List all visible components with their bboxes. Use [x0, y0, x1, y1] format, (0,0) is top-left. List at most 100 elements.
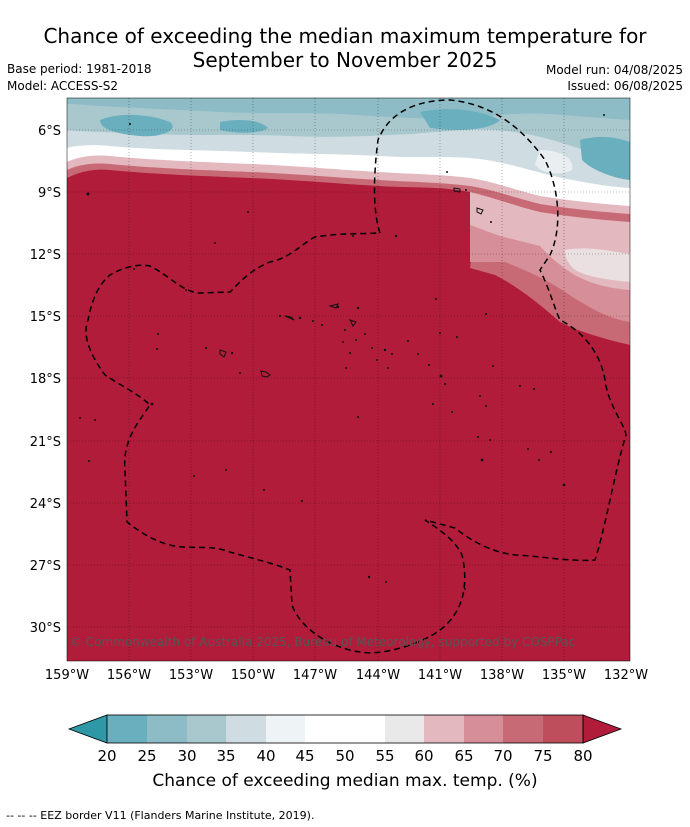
atoll-dot — [225, 469, 227, 471]
atoll-dot — [428, 364, 430, 366]
atoll-dot — [562, 483, 566, 487]
atoll-dot — [94, 419, 96, 421]
atoll-dot — [456, 336, 458, 338]
colorbar-tick: 55 — [375, 747, 394, 765]
atoll-dot — [239, 372, 241, 374]
colorbar-swatch — [107, 715, 147, 743]
colorbar-tick: 70 — [493, 747, 512, 765]
atoll-dot — [387, 367, 389, 369]
atoll-dot — [312, 320, 314, 322]
colorbar-swatch — [226, 715, 266, 743]
lat-label: 12°S — [30, 248, 61, 263]
atoll-dot — [88, 460, 90, 462]
atoll-dot — [214, 242, 216, 244]
atoll-dot — [79, 417, 81, 419]
atoll-dot — [367, 575, 371, 579]
colorbar-swatch — [345, 715, 385, 743]
map-title-line-2: September to November 2025 — [192, 48, 498, 72]
atoll-dot — [336, 305, 340, 309]
atoll-dot — [150, 402, 154, 406]
lon-label: 147°W — [293, 668, 337, 683]
atoll-dot — [371, 347, 373, 349]
colorbar-tick: 20 — [97, 747, 116, 765]
colorbar-swatch — [424, 715, 464, 743]
atoll-dot — [446, 171, 448, 173]
island-marquesas-1 — [453, 187, 461, 193]
atoll-dot — [533, 388, 535, 390]
lon-label: 156°W — [107, 668, 151, 683]
lon-label: 132°W — [604, 668, 648, 683]
atoll-dot — [451, 411, 453, 413]
lon-label: 153°W — [169, 668, 213, 683]
colorbar-tick: 40 — [256, 747, 275, 765]
colorbar-min-arrow — [67, 714, 108, 744]
lon-label: 159°W — [45, 668, 89, 683]
atoll-dot — [185, 289, 187, 291]
field-patch-north — [420, 109, 500, 130]
colorbar-title: Chance of exceeding median max. temp. (%… — [152, 771, 538, 791]
atoll-dot — [321, 324, 323, 326]
atoll-dot — [205, 347, 207, 349]
atoll-dot — [376, 359, 378, 361]
lat-label: 27°S — [30, 559, 61, 574]
colorbar-swatch — [187, 715, 226, 743]
atoll-dot — [489, 439, 491, 441]
atoll-dot — [464, 588, 466, 590]
atoll-dot — [129, 123, 131, 125]
atoll-dot — [465, 189, 467, 191]
atoll-dot — [344, 329, 346, 331]
atoll-dot — [394, 234, 398, 238]
atoll-dot — [383, 348, 387, 352]
atoll-dot — [357, 416, 359, 418]
lon-label: 135°W — [542, 668, 586, 683]
colorbar-tick: 30 — [177, 747, 196, 765]
island-tahiti — [260, 370, 271, 378]
atoll-dot — [549, 450, 553, 454]
colorbar-swatch — [305, 715, 345, 743]
atoll-dot — [485, 405, 487, 407]
colorbar-swatch — [503, 715, 543, 743]
colorbar-frame — [106, 714, 584, 744]
eez-border — [85, 99, 627, 654]
atoll-dot — [193, 475, 195, 477]
atoll-dot — [352, 235, 354, 237]
atoll-dot — [349, 352, 351, 354]
atoll-dot — [477, 436, 479, 438]
probability-field — [67, 98, 630, 661]
colorbar-swatch — [543, 715, 583, 743]
atoll-dot — [480, 458, 484, 462]
colorbar-tick: 60 — [414, 747, 433, 765]
atoll-dot — [435, 298, 437, 300]
atoll-dot — [444, 383, 446, 385]
island-marquesas-2 — [476, 207, 484, 215]
atoll-dot — [492, 365, 494, 367]
atoll-dot — [479, 395, 481, 397]
colorbar-tick: 50 — [335, 747, 354, 765]
atoll-dot — [538, 459, 540, 461]
atoll-dot — [133, 268, 135, 270]
field-patch-west — [100, 114, 173, 137]
issued-label: Issued: 06/08/2025 — [567, 79, 683, 93]
field-patch-central — [220, 120, 268, 133]
atoll-dot — [279, 315, 281, 317]
atoll-dots — [79, 114, 605, 590]
atoll-dot — [385, 581, 387, 583]
atoll-dot — [417, 353, 419, 355]
atoll-dot — [345, 367, 347, 369]
lat-label: 15°S — [30, 310, 61, 325]
atoll-dot — [485, 313, 487, 315]
lat-label: 21°S — [30, 435, 61, 450]
lat-label: 24°S — [30, 497, 61, 512]
lat-label: 30°S — [30, 621, 61, 636]
field-patch-east — [580, 136, 630, 180]
atoll-dot — [157, 333, 159, 335]
atoll-dot — [356, 306, 360, 310]
atoll-dot — [342, 341, 344, 343]
atoll-dot — [603, 114, 605, 116]
colorbar-swatch — [385, 715, 424, 743]
colorbar-tick-labels: 20 25 30 35 40 45 50 55 60 65 70 75 80 — [97, 747, 592, 765]
atoll-dot — [298, 316, 302, 320]
atoll-dot — [432, 403, 434, 405]
colorbar — [67, 714, 623, 744]
colorbar-tick: 25 — [137, 747, 156, 765]
